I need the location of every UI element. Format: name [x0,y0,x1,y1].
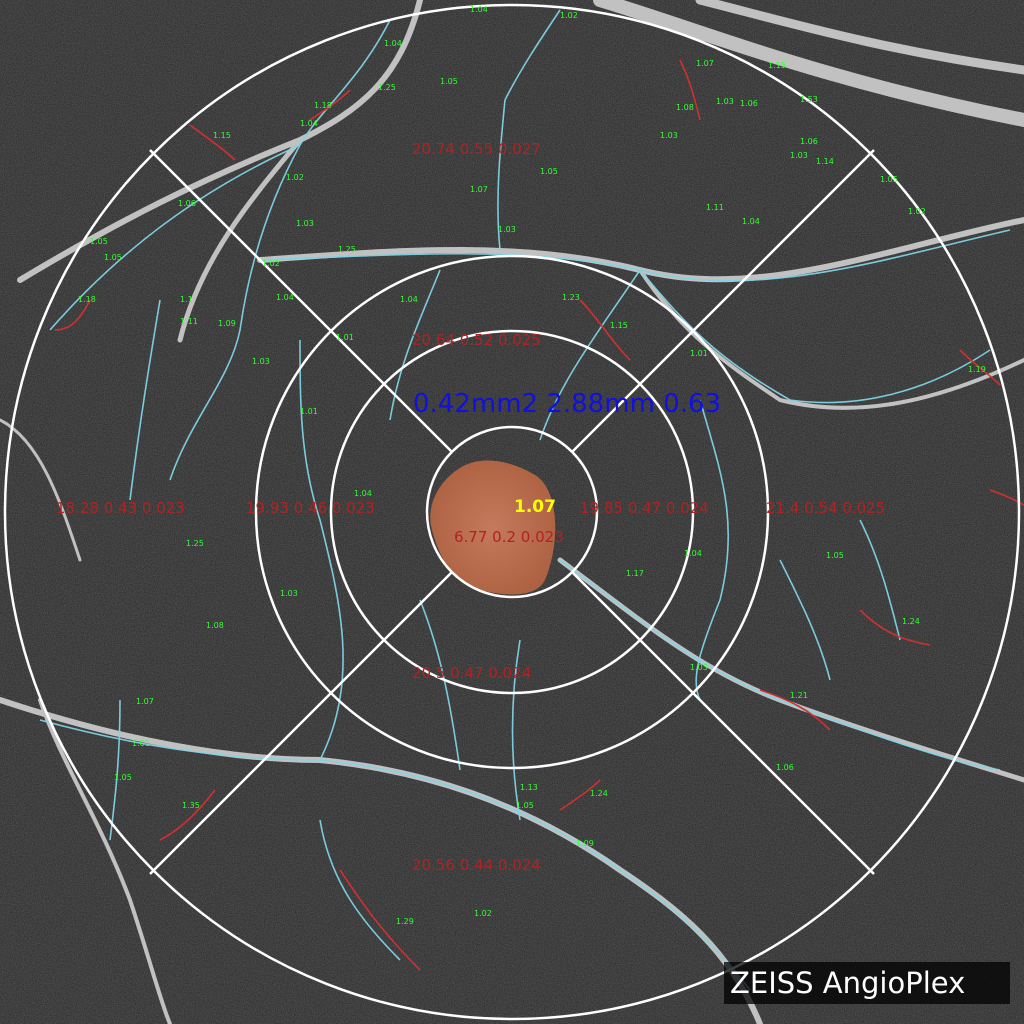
tortuosity-label: 1.02 [262,259,280,268]
tortuosity-label: 1.01 [132,739,150,748]
tortuosity-label: 1.1 [180,295,193,304]
tortuosity-label: 1.09 [218,319,236,328]
tortuosity-label: 1.08 [676,103,694,112]
tortuosity-label: 1.06 [800,137,818,146]
tortuosity-label: 1.06 [178,199,196,208]
tortuosity-label: 1.29 [396,917,414,926]
tortuosity-label: 1.11 [706,203,724,212]
tortuosity-label: 1.05 [90,237,108,246]
tortuosity-label: 1.01 [336,333,354,342]
tortuosity-label: 1.23 [562,293,580,302]
tortuosity-label: 1.53 [800,95,818,104]
tortuosity-label: 1.02 [474,909,492,918]
tortuosity-label: 1.13 [520,783,538,792]
tortuosity-label: 1.06 [740,99,758,108]
tortuosity-label: 1.05 [440,77,458,86]
tortuosity-label: 1.35 [182,801,200,810]
faz-metrics: 0.42mm2 2.88mm 0.63 [413,389,721,419]
tortuosity-label: 1.03 [790,151,808,160]
tortuosity-label: 1.04 [276,293,294,302]
tortuosity-label: 1.03 [252,357,270,366]
inner-left-stat: 19.93 0.46 0.023 [246,499,375,517]
tortuosity-label: 1.05 [540,167,558,176]
inner-right-stat: 19.85 0.47 0.024 [580,499,709,517]
tortuosity-label: 1.15 [768,61,786,70]
tortuosity-label: 1.25 [186,539,204,548]
tortuosity-label: 1.05 [104,253,122,262]
tortuosity-label: 1.04 [684,549,702,558]
tortuosity-label: 1.02 [560,11,578,20]
tortuosity-label: 1.25 [338,245,356,254]
tortuosity-label: 1.04 [384,39,402,48]
tortuosity-label: 1.01 [690,349,708,358]
tortuosity-label: 1.05 [516,801,534,810]
tortuosity-label: 1.07 [696,59,714,68]
tortuosity-label: 1.05 [880,175,898,184]
tortuosity-label: 1.04 [354,489,372,498]
center-stat: 6.77 0.2 0.023 [454,528,564,546]
tortuosity-label: 1.09 [576,839,594,848]
tortuosity-label: 1.11 [180,317,198,326]
outer-left-stat: 18.28 0.43 0.023 [56,499,185,517]
tortuosity-label: 1.21 [790,691,808,700]
tortuosity-label: 1.17 [626,569,644,578]
tortuosity-label: 1.04 [742,217,760,226]
tortuosity-label: 1.04 [300,119,318,128]
tortuosity-label: 1.24 [590,789,608,798]
tortuosity-label: 1.25 [378,83,396,92]
tortuosity-label: 1.15 [610,321,628,330]
tortuosity-label: 1.18 [78,295,96,304]
tortuosity-label: 1.04 [400,295,418,304]
tortuosity-label: 1.19 [968,365,986,374]
tortuosity-label: 1.18 [314,101,332,110]
tortuosity-label: 1.05 [114,773,132,782]
tortuosity-label: 1.15 [213,131,231,140]
tortuosity-label: 1.03 [498,225,516,234]
tortuosity-label: 1.01 [300,407,318,416]
tortuosity-label: 1.03 [660,131,678,140]
tortuosity-label: 1.06 [776,763,794,772]
tortuosity-label: 1.08 [206,621,224,630]
tortuosity-label: 1.07 [136,697,154,706]
tortuosity-label: 1.14 [816,157,834,166]
faz-ratio: 1.07 [514,497,556,517]
tortuosity-label: 1.03 [716,97,734,106]
tortuosity-label: 1.03 [296,219,314,228]
inner-superior-stat: 20.64 0.52 0.025 [412,331,541,349]
brand-watermark: ZEISS AngioPlex [724,962,1010,1004]
outer-inferior-stat: 20.56 0.44 0.024 [412,856,541,874]
tortuosity-label: 1.02 [908,207,926,216]
tortuosity-label: 1.07 [470,185,488,194]
tortuosity-label: 1.24 [902,617,920,626]
tortuosity-label: 1.05 [826,551,844,560]
outer-superior-stat: 20.74 0.55 0.027 [412,140,541,158]
outer-right-stat: 21.4 0.54 0.025 [766,499,885,517]
inner-inferior-stat: 20.5 0.47 0.024 [412,664,531,682]
tortuosity-label: 1.03 [280,589,298,598]
tortuosity-label: 1.04 [470,5,488,14]
tortuosity-label: 1.03 [690,663,708,672]
tortuosity-label: 1.02 [286,173,304,182]
